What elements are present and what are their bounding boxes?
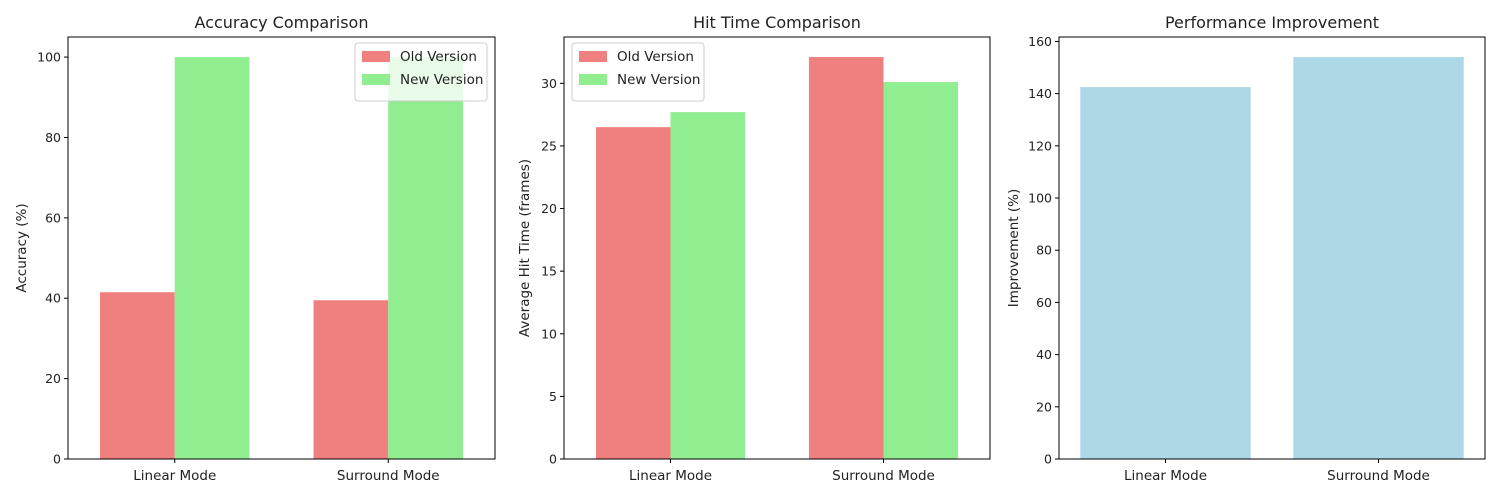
bar-new-version-surround-mode: [883, 82, 959, 459]
y-tick-label: 10: [541, 326, 557, 341]
y-tick-label: 0: [1044, 452, 1052, 467]
y-tick-label: 25: [541, 138, 557, 153]
chart-title: Hit Time Comparison: [693, 13, 861, 32]
plot-frame: [563, 36, 991, 460]
y-tick-label: 20: [541, 201, 557, 216]
y-tick-label: 140: [1028, 86, 1052, 101]
y-tick-label: 120: [1028, 138, 1052, 153]
y-tick-label: 160: [1028, 34, 1052, 49]
bar-new-version-linear-mode: [670, 112, 746, 459]
x-tick-label: Linear Mode: [133, 468, 216, 484]
bar-new-version-surround-mode: [388, 57, 463, 459]
y-axis-label: Improvement (%): [1006, 189, 1022, 307]
y-tick-label: 40: [1036, 347, 1052, 362]
bar-old-version-linear-mode: [595, 127, 671, 459]
y-tick-label: 60: [1036, 295, 1052, 310]
plot-frame: [1058, 36, 1486, 460]
x-tick-label: Surround Mode: [832, 468, 935, 484]
y-tick-label: 20: [1036, 399, 1052, 414]
legend: Old Version New Version: [354, 42, 488, 102]
y-axis-label: Accuracy (%): [14, 203, 30, 292]
x-tick-label: Linear Mode: [629, 468, 712, 484]
chart-panel-1: 0 20 40 60 80 100 Linear Mode Surround Mode Accu…: [14, 13, 496, 484]
y-tick-label: 80: [1036, 243, 1052, 258]
bar-old-version-surround-mode: [808, 57, 884, 459]
legend-swatch: [579, 51, 607, 62]
y-tick-label: 0: [549, 452, 557, 467]
chart-panel-2: 0 5 10 15 20 25 30 Linear Mode Surround Mode Hit …: [517, 13, 991, 484]
bar-improvement-surround-mode: [1293, 57, 1464, 459]
bar-old-version-linear-mode: [100, 292, 175, 459]
y-tick-label: 30: [541, 76, 557, 91]
y-tick-label: 0: [53, 452, 61, 467]
legend-label: Old Version: [400, 49, 477, 65]
y-tick-label: 60: [45, 210, 61, 225]
legend-swatch: [362, 74, 390, 85]
y-tick-label: 80: [45, 130, 61, 145]
legend-label: Old Version: [617, 49, 694, 65]
y-tick-label: 100: [37, 50, 61, 65]
legend-label: New Version: [617, 72, 700, 88]
y-axis-label: Average Hit Time (frames): [517, 159, 533, 337]
x-tick-label: Linear Mode: [1124, 468, 1207, 484]
y-tick-label: 5: [549, 389, 557, 404]
chart-panel-3: 0 20 40 60 80 100 120 140 160 Linear Mode Surround…: [1006, 13, 1486, 484]
legend-swatch: [362, 51, 390, 62]
x-tick-label: Surround Mode: [337, 468, 440, 484]
x-tick-label: Surround Mode: [1327, 468, 1430, 484]
bar-improvement-linear-mode: [1080, 87, 1251, 460]
legend-swatch: [579, 74, 607, 85]
chart-title: Accuracy Comparison: [195, 13, 369, 32]
bar-old-version-surround-mode: [313, 300, 389, 459]
legend: Old Version New Version: [571, 42, 705, 102]
chart-title: Performance Improvement: [1165, 13, 1379, 32]
legend-label: New Version: [400, 72, 483, 88]
bar-new-version-linear-mode: [174, 57, 250, 459]
y-tick-label: 100: [1028, 191, 1052, 206]
y-tick-label: 40: [45, 291, 61, 306]
plot-frame: [67, 36, 496, 460]
y-tick-label: 15: [541, 264, 557, 279]
y-tick-label: 20: [45, 371, 61, 386]
